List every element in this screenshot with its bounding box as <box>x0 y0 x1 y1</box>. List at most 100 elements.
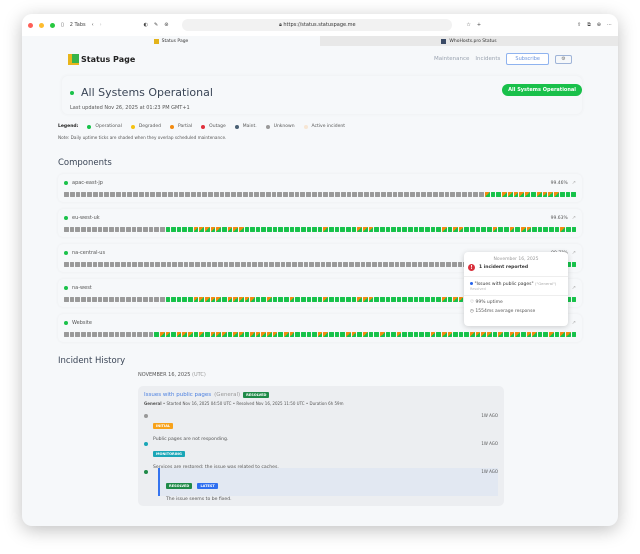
uptime-tick[interactable] <box>255 332 261 337</box>
uptime-tick[interactable] <box>64 262 69 267</box>
uptime-tick[interactable] <box>438 192 444 197</box>
uptime-tick[interactable] <box>467 192 473 197</box>
uptime-tick[interactable] <box>408 297 413 302</box>
uptime-tick[interactable] <box>513 192 519 197</box>
tooltip-incident[interactable]: "Issues with public pages" ("General") Re… <box>464 280 568 292</box>
uptime-tick[interactable] <box>309 262 314 267</box>
uptime-tick[interactable] <box>188 297 193 302</box>
uptime-tick[interactable] <box>154 332 159 337</box>
uptime-tick[interactable] <box>334 297 340 302</box>
uptime-tick[interactable] <box>362 332 368 337</box>
uptime-tick[interactable] <box>300 227 306 232</box>
uptime-tick[interactable] <box>283 332 289 337</box>
uptime-tick[interactable] <box>283 297 289 302</box>
uptime-tick[interactable] <box>311 192 317 197</box>
uptime-tick[interactable] <box>398 192 404 197</box>
uptime-tick[interactable] <box>133 192 138 197</box>
uptime-tick[interactable] <box>114 332 120 337</box>
uptime-tick[interactable] <box>549 227 554 232</box>
expand-icon[interactable]: ↗ <box>571 285 576 291</box>
uptime-tick[interactable] <box>171 332 176 337</box>
uptime-tick[interactable] <box>374 227 379 232</box>
uptime-tick[interactable] <box>156 192 162 197</box>
uptime-tick[interactable] <box>446 262 451 267</box>
uptime-tick[interactable] <box>121 262 126 267</box>
uptime-tick[interactable] <box>421 192 427 197</box>
uptime-tick[interactable] <box>269 262 275 267</box>
uptime-tick[interactable] <box>391 297 396 302</box>
uptime-tick[interactable] <box>526 332 532 337</box>
uptime-tick[interactable] <box>154 297 159 302</box>
uptime-tick[interactable] <box>196 192 202 197</box>
uptime-tick[interactable] <box>92 227 97 232</box>
uptime-tick[interactable] <box>278 297 283 302</box>
uptime-tick[interactable] <box>223 262 229 267</box>
uptime-tick[interactable] <box>425 297 430 302</box>
uptime-tick[interactable] <box>131 332 137 337</box>
uptime-tick[interactable] <box>402 297 408 302</box>
uptime-tick[interactable] <box>349 262 354 267</box>
uptime-tick[interactable] <box>498 332 503 337</box>
uptime-tick[interactable] <box>360 262 366 267</box>
uptime-tick[interactable] <box>289 297 295 302</box>
tab-whohosts[interactable]: WhoHosts.pro Status <box>320 36 618 46</box>
uptime-tick[interactable] <box>402 332 408 337</box>
uptime-tick[interactable] <box>172 262 178 267</box>
uptime-tick[interactable] <box>379 227 385 232</box>
copy-icon[interactable]: ⧉ <box>587 22 591 28</box>
uptime-tick[interactable] <box>171 297 176 302</box>
uptime-tick[interactable] <box>413 227 419 232</box>
uptime-tick[interactable] <box>326 262 332 267</box>
uptime-tick[interactable] <box>453 227 458 232</box>
uptime-tick[interactable] <box>457 262 463 267</box>
uptime-tick[interactable] <box>423 262 428 267</box>
uptime-tick[interactable] <box>195 262 200 267</box>
uptime-tick[interactable] <box>323 297 329 302</box>
uptime-tick[interactable] <box>81 262 86 267</box>
uptime-tick[interactable] <box>385 332 391 337</box>
uptime-tick[interactable] <box>362 227 368 232</box>
uptime-tick[interactable] <box>193 332 199 337</box>
uptime-tick[interactable] <box>272 297 278 302</box>
expand-icon[interactable]: ↗ <box>571 215 576 221</box>
uptime-tick[interactable] <box>257 262 263 267</box>
uptime-tick[interactable] <box>205 227 210 232</box>
uptime-tick[interactable] <box>267 227 272 232</box>
uptime-tick[interactable] <box>75 262 81 267</box>
shield-icon[interactable]: ◐ <box>143 22 148 28</box>
uptime-tick[interactable] <box>236 192 242 197</box>
share-icon[interactable]: ⇪ <box>577 22 582 28</box>
uptime-tick[interactable] <box>80 227 86 232</box>
uptime-tick[interactable] <box>289 227 295 232</box>
uptime-tick[interactable] <box>368 297 374 302</box>
uptime-tick[interactable] <box>441 297 447 302</box>
uptime-tick[interactable] <box>288 192 294 197</box>
uptime-tick[interactable] <box>346 192 352 197</box>
uptime-tick[interactable] <box>188 332 193 337</box>
uptime-tick[interactable] <box>415 192 421 197</box>
uptime-tick[interactable] <box>120 227 126 232</box>
uptime-tick[interactable] <box>110 192 115 197</box>
uptime-tick[interactable] <box>233 332 238 337</box>
uptime-tick[interactable] <box>366 262 371 267</box>
uptime-tick[interactable] <box>238 227 244 232</box>
uptime-tick[interactable] <box>532 227 537 232</box>
uptime-tick[interactable] <box>392 192 398 197</box>
uptime-tick[interactable] <box>537 332 543 337</box>
uptime-tick[interactable] <box>64 297 69 302</box>
uptime-tick[interactable] <box>306 227 312 232</box>
uptime-tick[interactable] <box>363 192 369 197</box>
uptime-tick[interactable] <box>216 297 221 302</box>
uptime-tick[interactable] <box>565 192 571 197</box>
uptime-tick[interactable] <box>150 192 156 197</box>
uptime-tick[interactable] <box>386 192 392 197</box>
uptime-tick[interactable] <box>199 297 205 302</box>
uptime-tick[interactable] <box>329 332 334 337</box>
uptime-tick[interactable] <box>329 192 334 197</box>
back-icon[interactable]: ‹ <box>91 22 94 28</box>
uptime-tick[interactable] <box>265 192 271 197</box>
uptime-tick[interactable] <box>329 297 334 302</box>
uptime-tick[interactable] <box>98 192 104 197</box>
uptime-tick[interactable] <box>144 192 150 197</box>
uptime-tick[interactable] <box>379 297 385 302</box>
